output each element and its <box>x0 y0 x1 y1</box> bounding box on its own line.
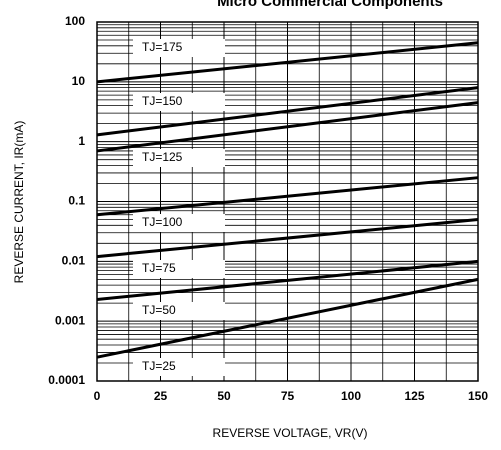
series-line <box>96 259 479 302</box>
series-label-box <box>133 260 225 278</box>
series-line <box>96 218 479 259</box>
plot-frame <box>96 21 479 382</box>
series-label: TJ=100 <box>142 215 183 229</box>
x-tick-label: 0 <box>94 389 101 403</box>
series-label-box <box>133 214 225 232</box>
series-line <box>96 101 479 153</box>
y-tick-label: 1 <box>78 134 85 148</box>
series-label-box <box>133 358 225 376</box>
x-tick-label: 125 <box>404 389 424 403</box>
x-tick-label: 25 <box>154 389 168 403</box>
x-tick-label: 75 <box>281 389 295 403</box>
series-label-box <box>133 302 225 320</box>
x-tick-label: 100 <box>341 389 361 403</box>
y-tick-label: 0.01 <box>62 254 86 268</box>
series-label: TJ=25 <box>142 359 176 373</box>
series-label: TJ=50 <box>142 303 176 317</box>
series-label-box <box>133 39 225 57</box>
y-tick-label: 10 <box>72 74 86 88</box>
series-label: TJ=150 <box>142 94 183 108</box>
x-axis-label: REVERSE VOLTAGE, VR(V) <box>213 426 368 440</box>
y-axis-label: REVERSE CURRENT, IR(mA) <box>12 121 26 284</box>
series-label: TJ=125 <box>142 150 183 164</box>
series-line <box>96 41 479 84</box>
series-line <box>96 86 479 137</box>
y-tick-label: 0.1 <box>68 194 85 208</box>
series-label: TJ=75 <box>142 261 176 275</box>
x-tick-label: 50 <box>217 389 231 403</box>
y-tick-label: 0.0001 <box>48 373 85 387</box>
chart-title: Micro Commercial Components <box>217 0 443 10</box>
series-line <box>96 277 479 359</box>
x-tick-label: 150 <box>468 389 488 403</box>
series-label: TJ=175 <box>142 40 183 54</box>
series-label-box <box>133 93 225 111</box>
y-tick-label: 100 <box>65 14 85 28</box>
series-line <box>96 176 479 217</box>
y-tick-label: 0.001 <box>55 313 85 327</box>
series-label-box <box>133 149 225 167</box>
